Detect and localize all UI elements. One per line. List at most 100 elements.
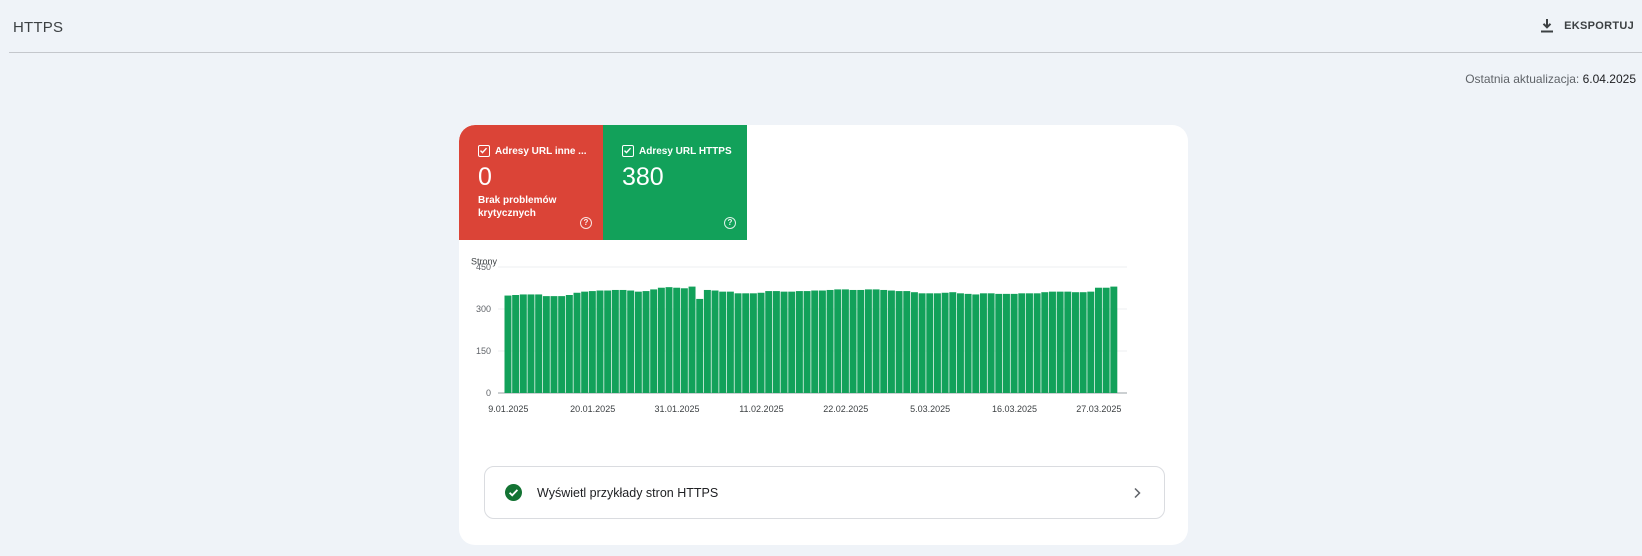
chart-bar	[972, 294, 980, 393]
chart-bar	[1025, 293, 1033, 393]
chart-bar	[1033, 293, 1041, 393]
chart-bar	[749, 293, 757, 393]
chart-bar	[903, 291, 911, 393]
chart-bar	[611, 289, 619, 393]
x-tick-label: 22.02.2025	[823, 404, 868, 414]
chart-bar	[818, 290, 826, 393]
chart-bar	[581, 291, 589, 393]
y-axis-label: Strony	[471, 256, 498, 266]
chart-bar	[535, 294, 543, 393]
view-https-examples-button[interactable]: Wyświetl przykłady stron HTTPS	[484, 466, 1165, 519]
chart-bar	[1002, 293, 1010, 393]
chart-bar	[849, 289, 857, 393]
chart-bar	[550, 296, 558, 393]
chart-bar	[650, 289, 658, 393]
chart-bar	[1064, 291, 1072, 393]
chart-bar	[987, 293, 995, 393]
chart-bar	[734, 293, 742, 393]
help-icon[interactable]: ?	[724, 217, 736, 229]
chart-bar	[880, 289, 888, 393]
chart-bar	[1048, 291, 1056, 393]
tile-subtitle: Brak problemów krytycznych	[478, 195, 557, 219]
chart-bar	[604, 290, 612, 393]
chart-bar	[757, 292, 765, 393]
checkbox-checked-icon[interactable]	[622, 145, 634, 157]
x-tick-label: 11.02.2025	[739, 404, 783, 414]
chart-bar	[780, 291, 788, 393]
help-icon[interactable]: ?	[580, 217, 592, 229]
chart-bar	[1041, 292, 1049, 393]
chart-bar	[834, 289, 842, 393]
y-tick-label: 0	[486, 388, 491, 398]
chart-bar	[665, 287, 673, 393]
chart-bar	[772, 291, 780, 393]
chart-bar	[565, 295, 573, 393]
chart-bar	[542, 296, 550, 393]
tile-non-https-urls[interactable]: Adresy URL inne ... 0 Brak problemów kry…	[459, 125, 603, 240]
tile-label: Adresy URL inne ...	[495, 145, 587, 157]
chart-bar	[887, 290, 895, 393]
y-tick-label: 450	[476, 262, 491, 272]
chart-bar	[527, 294, 535, 393]
download-icon	[1541, 19, 1554, 33]
last-update-label: Ostatnia aktualizacja:	[1465, 72, 1580, 86]
x-tick-label: 31.01.2025	[655, 404, 700, 414]
tile-label: Adresy URL HTTPS	[639, 145, 732, 157]
chart-bar	[826, 289, 834, 393]
chart-bar	[857, 289, 865, 393]
chart-bar	[642, 291, 650, 393]
chart-bar	[765, 291, 773, 393]
chart-bar	[742, 293, 750, 393]
check-circle-icon	[505, 484, 522, 501]
x-tick-label: 5.03.2025	[910, 404, 950, 414]
chart-bar	[941, 292, 949, 393]
chart-bar	[588, 291, 596, 393]
pages-bar-chart: Strony 0 150 300 450 9.01.2025 20.01.2025 31.01…	[471, 256, 1127, 414]
chart-bar	[1071, 292, 1079, 393]
chart-bar	[634, 291, 642, 393]
tile-https-urls[interactable]: Adresy URL HTTPS 380 ?	[603, 125, 747, 240]
chart-bar	[619, 289, 627, 393]
chart-bar	[696, 298, 704, 393]
report-card: Adresy URL inne ... 0 Brak problemów kry…	[459, 125, 1188, 545]
chart-bar	[864, 289, 872, 393]
chart-bar	[788, 291, 796, 393]
export-button[interactable]: EKSPORTUJ	[1539, 18, 1634, 34]
chart-bar	[657, 287, 665, 393]
chart-bar	[703, 289, 711, 393]
tile-value: 380	[622, 163, 664, 191]
page-header: HTTPS EKSPORTUJ	[9, 0, 1642, 53]
examples-label: Wyświetl przykłady stron HTTPS	[537, 486, 719, 500]
chart-bar	[895, 291, 903, 393]
x-tick-label: 16.03.2025	[992, 404, 1037, 414]
last-update-value: 6.04.2025	[1582, 72, 1636, 86]
chart-bar	[1079, 292, 1087, 393]
chart-bar	[979, 293, 987, 393]
chart-bar	[596, 290, 604, 393]
chart-bar	[688, 286, 696, 393]
chart-bar	[673, 287, 681, 393]
chart-bar	[1010, 293, 1018, 393]
chart-bar	[918, 293, 926, 393]
chart-bar	[949, 292, 957, 393]
last-update: Ostatnia aktualizacja: 6.04.2025	[1465, 72, 1636, 86]
chart-bar	[627, 290, 635, 393]
chart-bar	[964, 293, 972, 393]
chart-bar	[573, 292, 581, 393]
chart-bar	[558, 296, 566, 393]
chart-bar	[711, 290, 719, 393]
y-tick-label: 300	[476, 304, 491, 314]
chart-bar	[512, 295, 520, 393]
chart-bar	[719, 291, 727, 393]
tile-header: Adresy URL inne ...	[478, 145, 587, 157]
chart-bar	[680, 288, 688, 393]
chart-bar	[811, 290, 819, 393]
chart-bar	[872, 289, 880, 393]
chart-bar	[995, 293, 1003, 393]
chart-bar	[795, 291, 803, 393]
x-tick-label: 20.01.2025	[570, 404, 615, 414]
checkbox-checked-icon[interactable]	[478, 145, 490, 157]
tile-value: 0	[478, 163, 492, 191]
chart-bar	[1056, 291, 1064, 393]
chart-bar	[1087, 291, 1095, 393]
